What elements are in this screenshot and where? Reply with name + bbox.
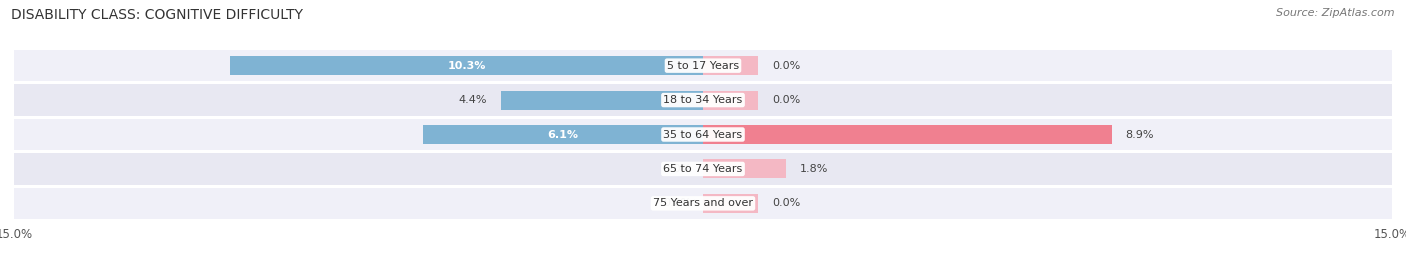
Bar bbox=[14, 153, 1392, 185]
Text: 0.0%: 0.0% bbox=[664, 198, 692, 208]
Text: 4.4%: 4.4% bbox=[458, 95, 486, 105]
Text: 65 to 74 Years: 65 to 74 Years bbox=[664, 164, 742, 174]
Text: 8.9%: 8.9% bbox=[1126, 129, 1154, 140]
Text: 0.0%: 0.0% bbox=[772, 95, 800, 105]
Text: 0.0%: 0.0% bbox=[772, 61, 800, 71]
Bar bbox=[231, 56, 703, 75]
Bar bbox=[703, 56, 758, 75]
Bar bbox=[14, 187, 1392, 219]
Text: 6.1%: 6.1% bbox=[547, 129, 578, 140]
Bar bbox=[703, 91, 758, 109]
Bar bbox=[703, 160, 786, 178]
Text: 5 to 17 Years: 5 to 17 Years bbox=[666, 61, 740, 71]
Bar bbox=[14, 119, 1392, 150]
Text: DISABILITY CLASS: COGNITIVE DIFFICULTY: DISABILITY CLASS: COGNITIVE DIFFICULTY bbox=[11, 8, 304, 22]
Text: 35 to 64 Years: 35 to 64 Years bbox=[664, 129, 742, 140]
Text: 18 to 34 Years: 18 to 34 Years bbox=[664, 95, 742, 105]
Text: 0.0%: 0.0% bbox=[664, 164, 692, 174]
Bar bbox=[501, 91, 703, 109]
Bar bbox=[14, 84, 1392, 116]
Bar bbox=[703, 125, 1112, 144]
Text: 10.3%: 10.3% bbox=[447, 61, 485, 71]
Bar bbox=[14, 50, 1392, 82]
Text: 1.8%: 1.8% bbox=[800, 164, 828, 174]
Text: 75 Years and over: 75 Years and over bbox=[652, 198, 754, 208]
Text: Source: ZipAtlas.com: Source: ZipAtlas.com bbox=[1277, 8, 1395, 18]
Bar bbox=[703, 194, 758, 213]
Text: 0.0%: 0.0% bbox=[772, 198, 800, 208]
Bar bbox=[423, 125, 703, 144]
